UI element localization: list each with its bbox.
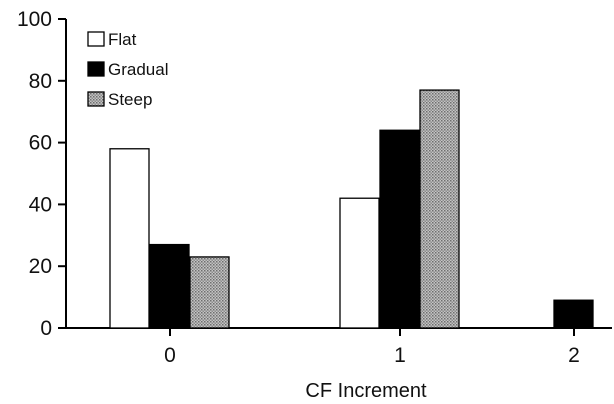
bar-flat-1 [339, 197, 380, 329]
bar-steep-0 [189, 256, 230, 329]
x-tick-label: 1 [394, 344, 406, 367]
y-tick-label: 60 [29, 132, 52, 155]
bar-steep-1 [419, 89, 460, 329]
legend-swatch-gradual [87, 61, 105, 77]
y-tick-label: 100 [17, 8, 52, 31]
y-tick-label: 80 [29, 70, 52, 93]
x-tick-label: 0 [164, 344, 176, 367]
bars [109, 89, 594, 329]
bar-flat-0 [109, 148, 150, 329]
y-ticks: 0 20 40 60 80 100 [17, 8, 66, 340]
y-tick-label: 40 [29, 193, 52, 216]
x-ticks: 0 1 2 [164, 328, 580, 367]
legend-label-steep: Steep [108, 90, 152, 109]
legend: Flat Gradual Steep [87, 30, 168, 109]
x-tick-label: 2 [568, 344, 580, 367]
bar-gradual-1 [379, 129, 420, 329]
y-tick-label: 0 [40, 317, 52, 340]
y-tick-label: 20 [29, 255, 52, 278]
legend-swatch-steep [87, 91, 105, 107]
x-axis-title: CF Increment [305, 380, 427, 402]
legend-swatch-flat [87, 31, 105, 47]
bar-gradual-2 [553, 299, 594, 329]
bar-gradual-0 [149, 243, 190, 329]
legend-label-flat: Flat [108, 30, 137, 49]
legend-label-gradual: Gradual [108, 60, 168, 79]
